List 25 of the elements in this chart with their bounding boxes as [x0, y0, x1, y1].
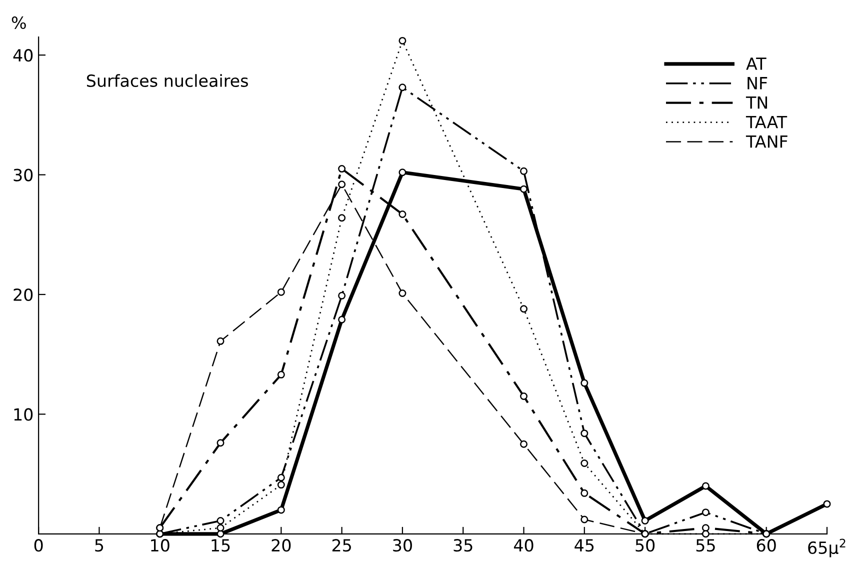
x-tick-label: 20 [272, 539, 291, 552]
y-tick-label: 30 [14, 168, 33, 182]
y-tick-label: 40 [13, 49, 33, 62]
annotation: Surfaces nucleaires [86, 74, 248, 88]
x-tick-label: 45 [574, 539, 594, 552]
legend-label: TAAT [746, 116, 788, 128]
x-tick-label: 5 [95, 539, 104, 552]
x-tick-label: 25 [332, 539, 351, 552]
y-tick-label: 10 [14, 408, 33, 421]
x-tick-label: 0 [34, 539, 43, 552]
x-tick-label: 50 [636, 539, 655, 552]
x-tick-label: 15 [212, 539, 230, 552]
legend-label: TN [746, 96, 768, 109]
legend-label: TANF [746, 135, 788, 148]
x-tick-label: 10 [151, 539, 170, 552]
x-tick-label: 35 [454, 539, 472, 552]
y-axis-title: % [12, 16, 26, 30]
x-tick-label: 30 [393, 539, 412, 552]
y-tick-label: 20 [14, 288, 33, 302]
x-tick-label: 65μ$^{2}$ [808, 538, 846, 558]
x-tick-label: 55 [696, 539, 715, 552]
legend-label: AT [746, 58, 766, 70]
legend-label: NF [748, 77, 768, 90]
x-tick-label: 60 [756, 539, 776, 552]
x-tick-label: 40 [514, 539, 534, 552]
